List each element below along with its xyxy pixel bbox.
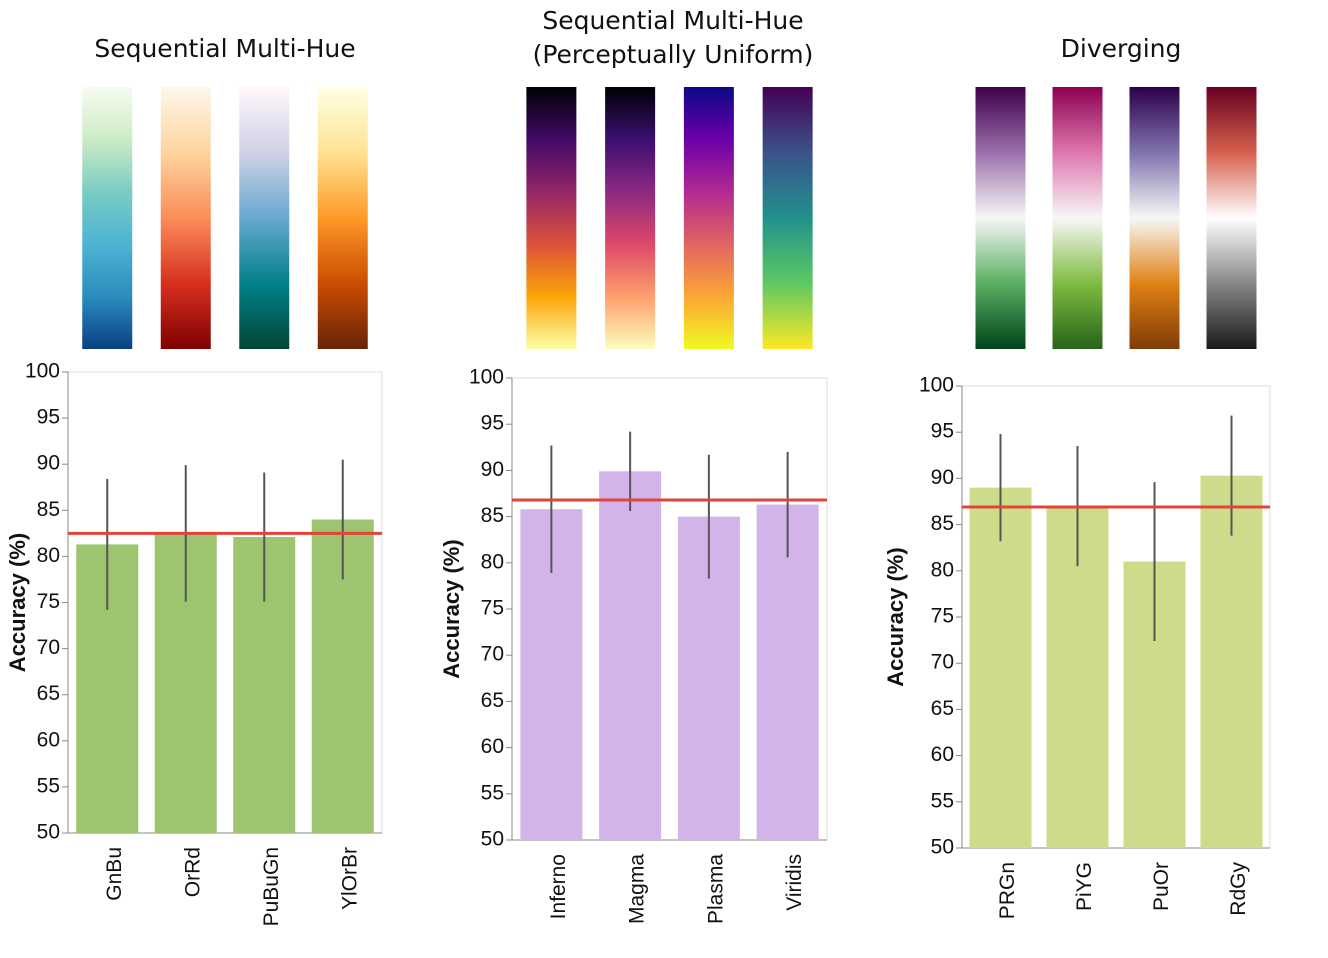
y-tick-label: 65 — [931, 697, 954, 720]
y-tick-label: 55 — [37, 774, 60, 797]
colormap-swatch — [1206, 87, 1257, 349]
bar — [1200, 475, 1263, 848]
y-axis-label: Accuracy (%) — [883, 547, 908, 686]
y-tick-label: 80 — [931, 558, 954, 581]
y-tick-label: 60 — [481, 735, 504, 758]
x-tick-label: PiYG — [1073, 862, 1096, 911]
x-tick-label: Inferno — [547, 854, 570, 919]
y-tick-label: 50 — [37, 821, 60, 844]
x-tick-label: RdGy — [1227, 862, 1250, 916]
colormap-swatch — [1052, 87, 1103, 349]
y-tick-label: 80 — [37, 544, 60, 567]
y-axis-label: Accuracy (%) — [5, 533, 30, 672]
colormap-swatch — [975, 87, 1026, 349]
y-tick-label: 65 — [37, 682, 60, 705]
x-tick-label: PRGn — [996, 862, 1019, 919]
panel-title: Diverging — [1061, 34, 1182, 63]
y-tick-label: 95 — [481, 412, 504, 435]
y-tick-label: 60 — [37, 728, 60, 751]
colormap-swatch — [160, 87, 211, 349]
colormap-swatch — [762, 87, 813, 349]
y-tick-label: 70 — [37, 636, 60, 659]
colormap-swatch — [1129, 87, 1180, 349]
x-tick-label: Plasma — [704, 854, 727, 924]
panel-title: Sequential Multi-Hue — [94, 34, 355, 63]
colormap-swatch — [82, 87, 133, 349]
y-tick-label: 50 — [481, 828, 504, 851]
x-tick-label: Viridis — [783, 854, 806, 911]
bar — [969, 487, 1032, 848]
y-tick-label: 90 — [931, 466, 954, 489]
colormap-swatch — [605, 87, 656, 349]
colormap-swatch — [317, 87, 368, 349]
y-tick-label: 100 — [25, 360, 60, 383]
x-tick-label: YlOrBr — [338, 847, 361, 910]
y-tick-label: 85 — [481, 504, 504, 527]
colormap-swatch — [683, 87, 734, 349]
y-tick-label: 70 — [931, 651, 954, 674]
bar — [599, 471, 662, 840]
y-tick-label: 55 — [931, 789, 954, 812]
panel-title: Sequential Multi-Hue — [542, 6, 803, 35]
y-tick-label: 90 — [481, 458, 504, 481]
y-axis-label: Accuracy (%) — [439, 539, 464, 678]
x-tick-label: OrRd — [181, 847, 204, 897]
y-tick-label: 85 — [37, 498, 60, 521]
y-tick-label: 100 — [919, 374, 954, 397]
y-tick-label: 95 — [931, 420, 954, 443]
y-tick-label: 85 — [931, 512, 954, 535]
x-tick-label: GnBu — [103, 847, 126, 901]
colormap-swatch — [526, 87, 577, 349]
y-tick-label: 90 — [37, 452, 60, 475]
x-tick-label: PuBuGn — [260, 847, 283, 926]
y-tick-label: 50 — [931, 836, 954, 859]
y-tick-label: 60 — [931, 743, 954, 766]
y-tick-label: 95 — [37, 406, 60, 429]
y-tick-label: 75 — [481, 597, 504, 620]
colormap-swatch — [239, 87, 290, 349]
y-tick-label: 75 — [37, 590, 60, 613]
panel-subtitle: (Perceptually Uniform) — [533, 40, 814, 69]
x-tick-label: PuOr — [1150, 862, 1173, 911]
x-tick-label: Magma — [626, 854, 649, 924]
y-tick-label: 55 — [481, 781, 504, 804]
y-tick-label: 80 — [481, 550, 504, 573]
y-tick-label: 65 — [481, 689, 504, 712]
y-tick-label: 70 — [481, 643, 504, 666]
y-tick-label: 75 — [931, 605, 954, 628]
bar — [756, 504, 819, 840]
y-tick-label: 100 — [469, 366, 504, 389]
